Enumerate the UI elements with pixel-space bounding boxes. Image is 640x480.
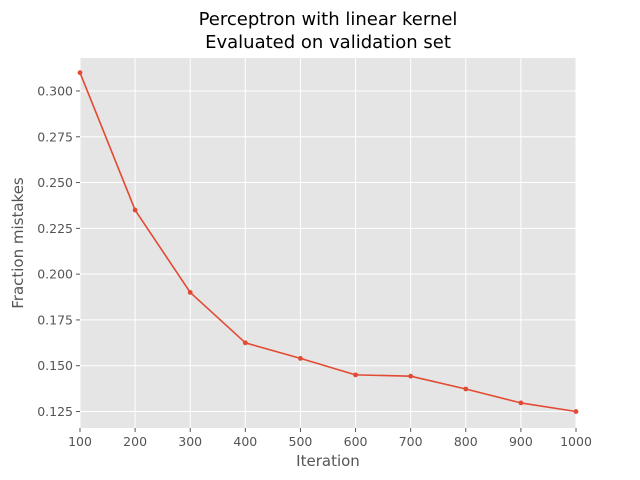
data-point-1000: [573, 409, 579, 414]
x-tick-label-100: 100: [68, 434, 92, 449]
x-tick-label-200: 200: [123, 434, 147, 449]
data-point-600: [353, 372, 358, 378]
data-point-900: [518, 400, 524, 406]
chart-title-line-1: Perceptron with linear kernel: [198, 9, 458, 30]
data-point-500: [298, 355, 303, 361]
chart-title-line-2: Evaluated on validation set: [205, 32, 451, 53]
y-axis-label: Fraction mistakes: [9, 177, 27, 309]
y-tick-label-0.200: 0.200: [37, 267, 73, 282]
series-line-0: [79, 72, 577, 413]
y-tick-label-0.225: 0.225: [37, 221, 73, 236]
data-point-200: [132, 207, 138, 213]
x-tick-label-800: 800: [454, 434, 478, 449]
x-tick-label-300: 300: [178, 434, 202, 449]
y-tick-label-0.300: 0.300: [37, 83, 73, 98]
data-point-400: [242, 340, 248, 346]
x-tick-label-1000: 1000: [560, 434, 592, 449]
x-tick-label-400: 400: [233, 434, 257, 449]
axes-background: [80, 58, 576, 428]
y-tick-label-0.275: 0.275: [37, 129, 73, 144]
y-tick-label-0.250: 0.250: [37, 175, 73, 190]
x-axis-label: Iteration: [296, 452, 360, 470]
y-tick-label-0.150: 0.150: [37, 358, 73, 373]
y-tick-label-0.175: 0.175: [37, 312, 73, 327]
x-tick-label-900: 900: [509, 434, 533, 449]
y-tick-label-0.125: 0.125: [37, 404, 73, 419]
x-tick-label-700: 700: [399, 434, 423, 449]
data-point-100: [77, 70, 83, 76]
x-tick-label-500: 500: [289, 434, 313, 449]
data-point-800: [463, 386, 469, 392]
x-tick-label-600: 600: [344, 434, 368, 449]
data-point-300: [187, 290, 193, 295]
data-point-700: [408, 373, 414, 379]
